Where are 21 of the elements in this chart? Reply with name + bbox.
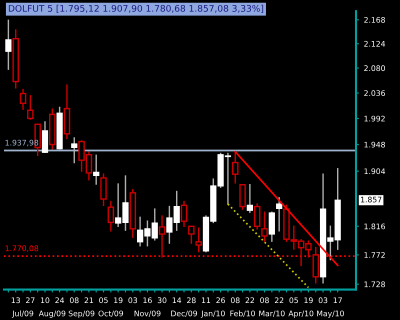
candlestick xyxy=(246,184,254,213)
candlestick xyxy=(268,212,275,242)
candlestick xyxy=(312,246,320,284)
chart-title: DOLFUT 5 [1.795,12 1.907,90 1.780,68 1.857,08 3,33%] xyxy=(8,4,264,13)
candlestick xyxy=(5,20,12,70)
candlestick xyxy=(71,137,78,164)
candlestick xyxy=(180,200,188,227)
candlestick xyxy=(158,215,166,258)
candlestick xyxy=(27,95,34,120)
candlestick xyxy=(108,200,114,232)
candlestick xyxy=(93,154,100,185)
candlestick xyxy=(195,228,202,252)
candlestick xyxy=(42,121,48,153)
candlestick xyxy=(239,184,246,210)
candlestick xyxy=(276,197,282,232)
candlestick xyxy=(20,88,26,110)
candlestick xyxy=(100,174,107,206)
candlestick xyxy=(261,212,268,242)
candlestick xyxy=(254,203,260,230)
candlestick xyxy=(188,226,195,244)
candlestick xyxy=(232,151,239,184)
